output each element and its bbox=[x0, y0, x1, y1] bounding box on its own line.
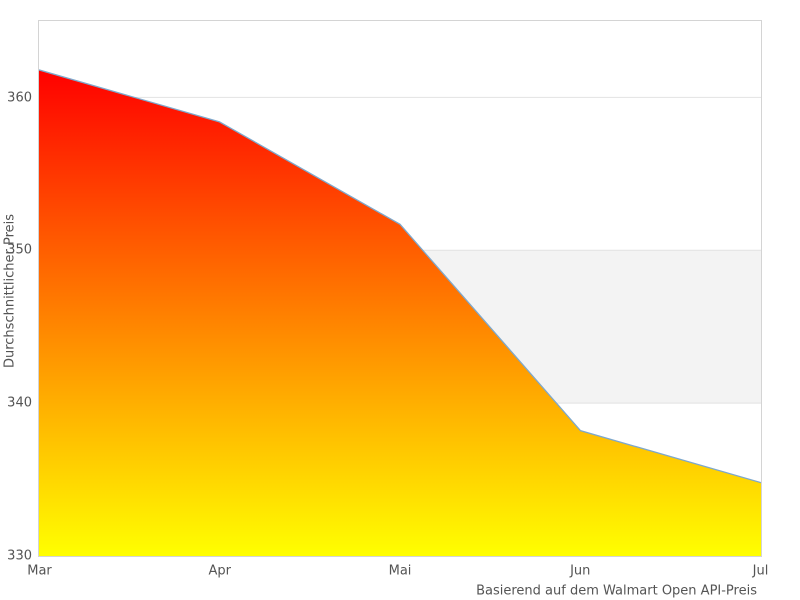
x-tick-label-Mar: Mar bbox=[27, 563, 52, 579]
y-tick-label-330: 330 bbox=[7, 548, 32, 563]
x-tick-label-Jul: Jul bbox=[752, 563, 769, 579]
y-tick-label-350: 350 bbox=[7, 242, 32, 258]
area-chart-svg bbox=[39, 69, 761, 556]
data-line bbox=[39, 69, 761, 484]
x-tick-label-Mai: Mai bbox=[388, 563, 412, 579]
x-tick-label-Apr: Apr bbox=[208, 563, 232, 579]
area-fill bbox=[39, 69, 761, 556]
y-tick-label-360: 360 bbox=[7, 90, 32, 106]
y-tick-label-340: 340 bbox=[7, 395, 32, 411]
x-tick-label-Jun: Jun bbox=[570, 563, 591, 579]
chart-caption: Basierend auf dem Walmart Open API-Preis bbox=[476, 583, 757, 599]
y-axis-title: Durchschnittlicher Preis bbox=[2, 213, 18, 369]
plot-area bbox=[38, 20, 762, 557]
